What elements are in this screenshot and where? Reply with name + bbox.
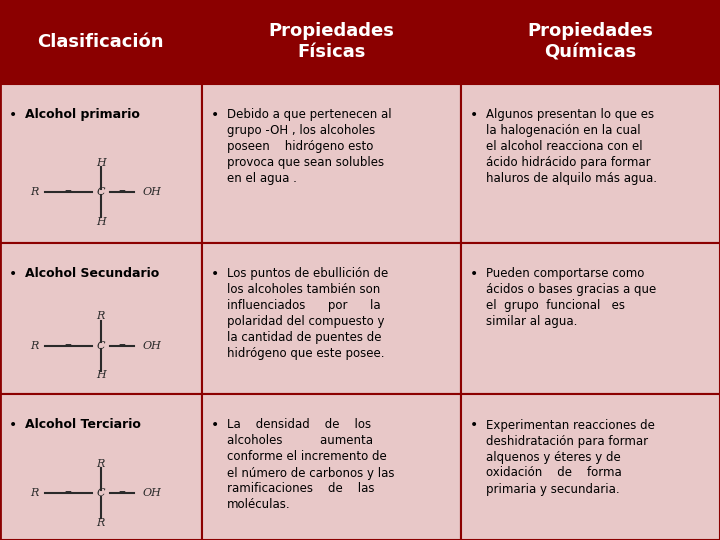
FancyBboxPatch shape xyxy=(461,394,720,540)
FancyBboxPatch shape xyxy=(0,0,202,84)
Text: •: • xyxy=(470,108,478,122)
Text: –: – xyxy=(64,487,71,501)
Text: Pueden comportarse como
ácidos o bases gracias a que
el  grupo  funcional   es
s: Pueden comportarse como ácidos o bases g… xyxy=(486,267,656,328)
Text: OH: OH xyxy=(143,488,162,498)
Text: C: C xyxy=(96,488,105,498)
Text: –: – xyxy=(119,487,125,501)
Text: •: • xyxy=(211,108,219,122)
Text: R: R xyxy=(30,341,38,351)
Text: R: R xyxy=(96,459,105,469)
Text: OH: OH xyxy=(143,187,162,197)
Text: Debido a que pertenecen al
grupo -OH , los alcoholes
poseen    hidrógeno esto
pr: Debido a que pertenecen al grupo -OH , l… xyxy=(227,108,392,185)
Text: –: – xyxy=(64,185,71,199)
FancyBboxPatch shape xyxy=(461,84,720,243)
Text: Los puntos de ebullición de
los alcoholes también son
influenciados      por    : Los puntos de ebullición de los alcohole… xyxy=(227,267,388,360)
Text: Propiedades
Físicas: Propiedades Físicas xyxy=(269,23,394,61)
Text: H: H xyxy=(96,158,106,167)
Text: Algunos presentan lo que es
la halogenación en la cual
el alcohol reacciona con : Algunos presentan lo que es la halogenac… xyxy=(486,108,657,185)
FancyBboxPatch shape xyxy=(202,0,461,84)
Text: Clasificación: Clasificación xyxy=(37,33,164,51)
Text: H: H xyxy=(96,217,106,226)
Text: R: R xyxy=(96,312,105,321)
FancyBboxPatch shape xyxy=(202,394,461,540)
FancyBboxPatch shape xyxy=(202,243,461,394)
Text: C: C xyxy=(96,341,105,351)
Text: •: • xyxy=(9,108,17,122)
Text: •: • xyxy=(9,267,17,281)
Text: Alcohol Secundario: Alcohol Secundario xyxy=(25,267,159,280)
Text: •: • xyxy=(211,418,219,433)
Text: C: C xyxy=(96,187,105,197)
Text: –: – xyxy=(119,339,125,353)
Text: Experimentan reacciones de
deshidratación para formar
alquenos y éteres y de
oxi: Experimentan reacciones de deshidratació… xyxy=(486,418,655,496)
Text: R: R xyxy=(30,488,38,498)
Text: Alcohol Terciario: Alcohol Terciario xyxy=(25,418,141,431)
Text: •: • xyxy=(470,267,478,281)
Text: –: – xyxy=(119,185,125,199)
Text: OH: OH xyxy=(143,341,162,351)
FancyBboxPatch shape xyxy=(0,84,202,243)
FancyBboxPatch shape xyxy=(202,84,461,243)
Text: •: • xyxy=(9,418,17,433)
FancyBboxPatch shape xyxy=(0,394,202,540)
Text: H: H xyxy=(96,370,106,380)
Text: R: R xyxy=(30,187,38,197)
Text: •: • xyxy=(470,418,478,433)
Text: Alcohol primario: Alcohol primario xyxy=(25,108,140,121)
Text: –: – xyxy=(64,339,71,353)
FancyBboxPatch shape xyxy=(461,243,720,394)
Text: •: • xyxy=(211,267,219,281)
FancyBboxPatch shape xyxy=(0,243,202,394)
Text: R: R xyxy=(96,518,105,528)
Text: La    densidad    de    los
alcoholes          aumenta
conforme el incremento de: La densidad de los alcoholes aumenta con… xyxy=(227,418,395,511)
Text: Propiedades
Químicas: Propiedades Químicas xyxy=(528,23,653,61)
FancyBboxPatch shape xyxy=(461,0,720,84)
